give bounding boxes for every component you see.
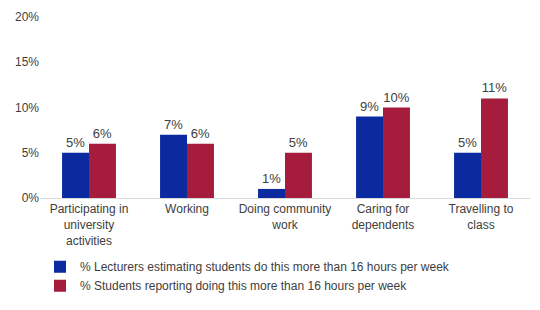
- svg-text:10%: 10%: [15, 101, 39, 115]
- svg-text:9%: 9%: [360, 99, 379, 114]
- svg-text:10%: 10%: [383, 90, 409, 105]
- svg-text:5%: 5%: [289, 135, 308, 150]
- svg-text:Working: Working: [165, 202, 209, 216]
- svg-text:20%: 20%: [15, 10, 39, 24]
- svg-text:0%: 0%: [22, 191, 40, 205]
- svg-text:5%: 5%: [458, 135, 477, 150]
- svg-text:1%: 1%: [262, 171, 281, 186]
- svg-text:Doing communitywork: Doing communitywork: [239, 202, 332, 232]
- svg-text:5%: 5%: [66, 135, 85, 150]
- svg-text:% Students reporting doing thi: % Students reporting doing this more tha…: [80, 279, 407, 293]
- svg-text:% Lecturers estimating student: % Lecturers estimating students do this …: [80, 260, 450, 274]
- svg-text:Travelling toclass: Travelling toclass: [449, 202, 514, 232]
- svg-text:5%: 5%: [22, 146, 40, 160]
- svg-text:Caring fordependents: Caring fordependents: [352, 202, 415, 232]
- svg-text:15%: 15%: [15, 55, 39, 69]
- svg-text:Participating inuniversityacti: Participating inuniversityactivities: [50, 202, 129, 247]
- svg-text:6%: 6%: [191, 126, 210, 141]
- svg-text:11%: 11%: [482, 80, 507, 95]
- svg-text:6%: 6%: [93, 126, 112, 141]
- svg-text:7%: 7%: [164, 117, 183, 132]
